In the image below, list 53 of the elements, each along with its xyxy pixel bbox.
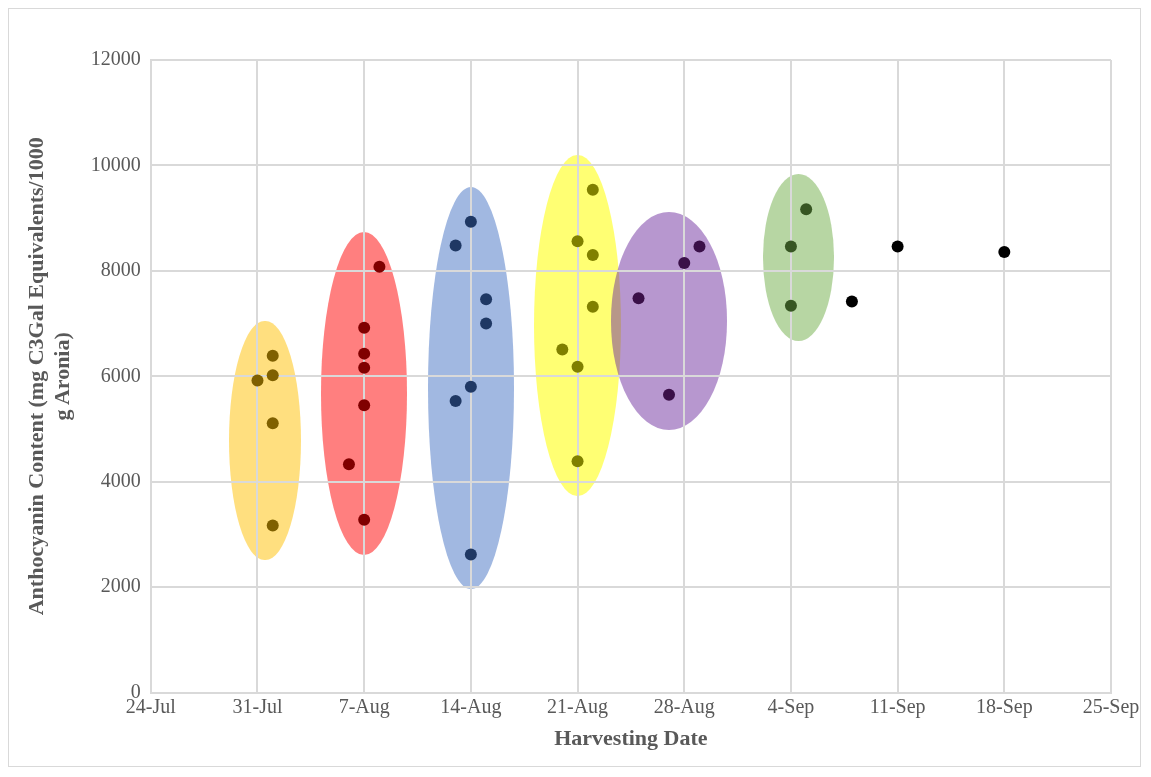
point xyxy=(358,347,371,360)
x-tick-label: 4-Sep xyxy=(767,694,815,718)
point xyxy=(342,458,355,471)
point xyxy=(632,292,645,305)
x-tick-label: 18-Sep xyxy=(975,694,1033,718)
y-tick-label: 12000 xyxy=(90,47,141,70)
point xyxy=(358,321,371,334)
x-tick-label: 21-Aug xyxy=(547,694,609,718)
x-tick-label: 25-Sep xyxy=(1082,694,1140,718)
point xyxy=(464,215,477,228)
point xyxy=(266,417,279,430)
x-tick-label: 11-Sep xyxy=(869,694,926,718)
point xyxy=(845,295,858,308)
y-tick-label: 10000 xyxy=(90,152,141,175)
point xyxy=(266,369,279,382)
point xyxy=(373,260,386,273)
point xyxy=(784,299,797,312)
point xyxy=(571,455,584,468)
point xyxy=(556,343,569,356)
point xyxy=(464,548,477,561)
point xyxy=(480,293,493,306)
y-tick-label: 2000 xyxy=(100,574,141,597)
point xyxy=(693,240,706,253)
x-tick-label: 28-Aug xyxy=(653,694,715,718)
point xyxy=(586,249,599,262)
y-tick-label: 8000 xyxy=(100,258,141,281)
x-tick-label: 7-Aug xyxy=(338,694,390,718)
x-tick-label: 14-Aug xyxy=(440,694,502,718)
y-tick-label: 4000 xyxy=(100,468,141,491)
point xyxy=(571,360,584,373)
point xyxy=(266,519,279,532)
point xyxy=(358,399,371,412)
point xyxy=(251,374,264,387)
x-axis-title: Harvesting Date xyxy=(554,725,708,751)
x-tick-label: 31-Jul xyxy=(232,694,283,717)
y-axis-title: Anthocyanin Content (mg C3Gal Equivalents/1000 g Aronia) xyxy=(22,137,75,616)
point xyxy=(784,240,797,253)
point xyxy=(571,235,584,248)
point xyxy=(449,239,462,252)
point xyxy=(998,245,1011,258)
point xyxy=(449,395,462,408)
point xyxy=(800,203,813,216)
point xyxy=(586,183,599,196)
point xyxy=(266,349,279,362)
point xyxy=(480,317,493,330)
point xyxy=(891,240,904,253)
point xyxy=(663,388,675,401)
point xyxy=(464,380,477,393)
point xyxy=(586,300,599,313)
point xyxy=(358,361,371,374)
point xyxy=(358,513,371,526)
point xyxy=(678,256,691,269)
y-tick-label: 6000 xyxy=(100,363,141,386)
